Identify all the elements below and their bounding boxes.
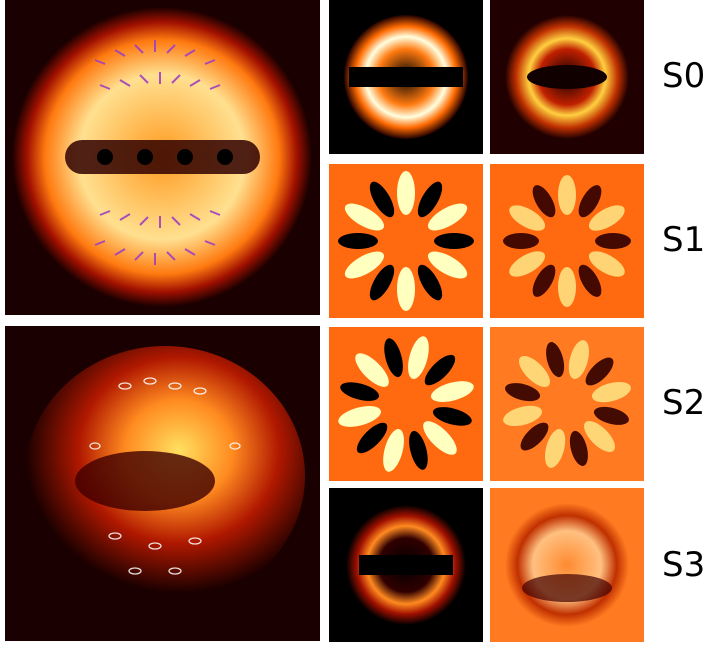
s2-experiment-panel <box>490 327 644 481</box>
s3-experiment-svg <box>490 488 644 642</box>
s1-experiment-panel <box>490 164 644 318</box>
experiment-polarization-svg <box>5 326 320 641</box>
s0-theory-svg <box>329 0 483 154</box>
s1-theory-panel <box>329 164 483 318</box>
theory-polarization-svg <box>5 0 320 315</box>
s2-experiment-svg <box>490 327 644 481</box>
label-s3: S3 <box>662 545 706 585</box>
label-s2: S2 <box>662 383 706 423</box>
s3-experiment-panel <box>490 488 644 642</box>
s0-experiment-svg <box>490 0 644 154</box>
label-s1: S1 <box>662 220 706 260</box>
s2-theory-panel <box>329 327 483 481</box>
s1-experiment-svg <box>490 164 644 318</box>
s3-theory-panel <box>329 488 483 642</box>
label-s0: S0 <box>662 56 706 96</box>
experiment-polarization-map <box>5 326 320 641</box>
s3-theory-svg <box>329 488 483 642</box>
s0-theory-panel <box>329 0 483 154</box>
theory-polarization-map <box>5 0 320 315</box>
s0-experiment-panel <box>490 0 644 154</box>
s2-theory-svg <box>329 327 483 481</box>
s1-theory-svg <box>329 164 483 318</box>
